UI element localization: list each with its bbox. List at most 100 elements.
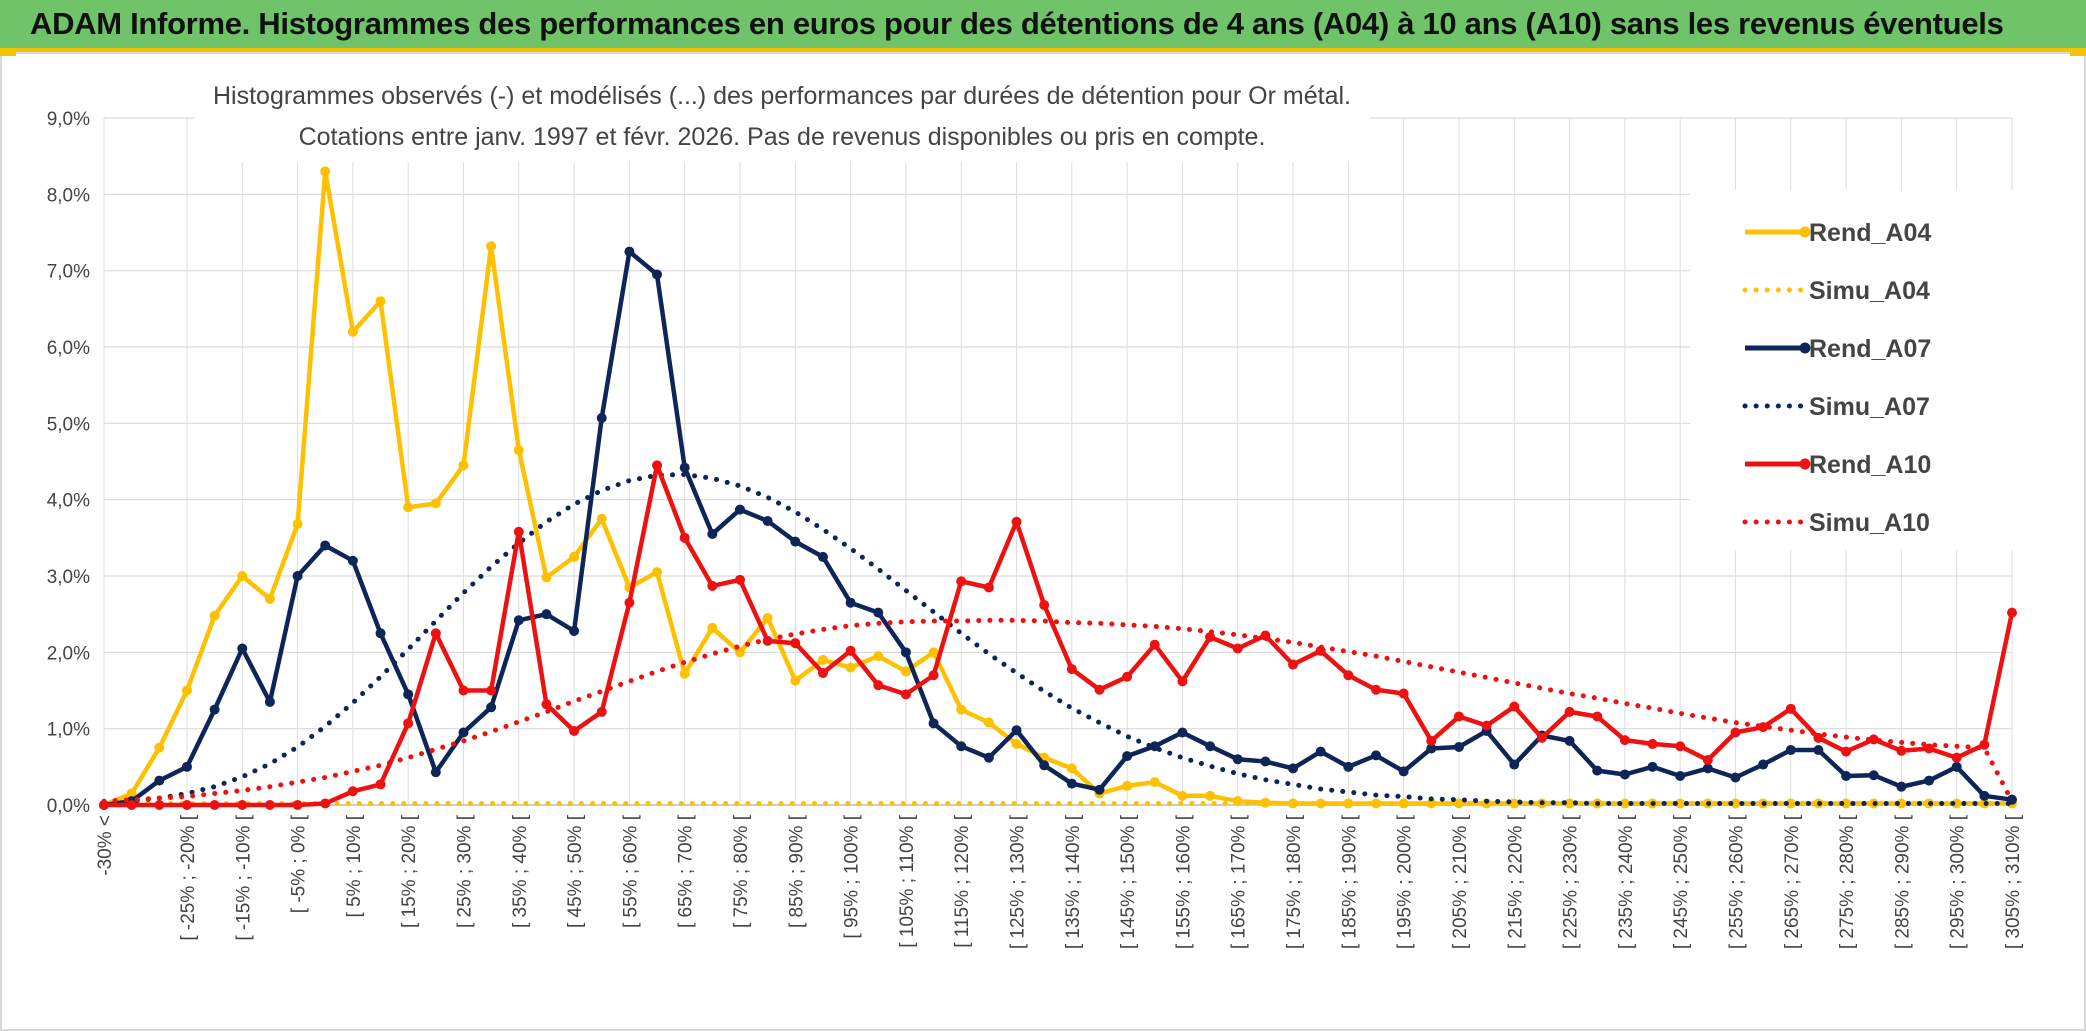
x-tick-label: [ 165% ; 170% [ — [1229, 814, 1250, 949]
data-point-rend-a04 — [735, 647, 745, 658]
y-tick-label: 5,0% — [47, 414, 90, 435]
data-point-rend-a07 — [817, 551, 828, 562]
data-point-rend-a07 — [679, 462, 690, 473]
data-point-rend-a10 — [403, 718, 414, 729]
series-line-rend-a04 — [103, 169, 2012, 808]
y-tick-label: 9,0% — [47, 109, 90, 130]
x-tick-label: [ -5% ; 0% [ — [289, 814, 310, 913]
data-point-rend-a07 — [1979, 790, 1990, 801]
x-tick-label: [ 205% ; 210% [ — [1450, 814, 1471, 949]
data-point-rend-a07 — [1315, 746, 1326, 757]
data-point-rend-a04 — [264, 593, 275, 604]
series-group — [99, 166, 2017, 810]
data-point-rend-a10 — [209, 800, 220, 810]
data-point-rend-a10 — [1453, 711, 1464, 722]
series-line-rend-a10 — [104, 463, 2015, 808]
x-tick-label: [ 65% ; 70% [ — [676, 814, 697, 928]
data-point-rend-a10 — [486, 685, 497, 696]
x-tick-label: [ 285% ; 290% [ — [1892, 814, 1913, 949]
data-point-rend-a07 — [1730, 772, 1741, 783]
data-point-rend-a07 — [1011, 725, 1022, 736]
data-point-rend-a07 — [790, 536, 801, 547]
data-point-rend-a10 — [679, 532, 690, 543]
data-point-rend-a07 — [403, 689, 414, 700]
data-point-rend-a04 — [707, 622, 718, 633]
data-point-rend-a07 — [1675, 770, 1686, 781]
data-point-rend-a10 — [513, 526, 524, 537]
page-title: ADAM Informe. Histogrammes des performan… — [30, 6, 2004, 41]
data-point-rend-a07 — [1371, 750, 1381, 761]
data-point-rend-a10 — [1813, 732, 1824, 743]
x-tick-label: [ 125% ; 130% [ — [1008, 814, 1029, 949]
data-point-rend-a10 — [1951, 752, 1962, 763]
legend-label-simu-a07: Simu_A07 — [1809, 393, 1930, 421]
data-point-rend-a07 — [1426, 743, 1437, 754]
y-tick-label: 6,0% — [47, 338, 90, 359]
data-point-rend-a07 — [347, 555, 358, 566]
data-point-rend-a10 — [1730, 727, 1741, 738]
data-point-rend-a07 — [624, 246, 635, 257]
data-point-rend-a04 — [569, 551, 580, 562]
data-point-rend-a07 — [1896, 781, 1907, 792]
data-point-rend-a07 — [652, 269, 663, 280]
data-point-rend-a10 — [1564, 706, 1575, 717]
series-line-rend-a07 — [103, 249, 2013, 808]
y-tick-label: 7,0% — [47, 262, 90, 283]
data-point-rend-a10 — [624, 597, 635, 608]
data-point-rend-a04 — [1177, 790, 1188, 801]
data-point-rend-a07 — [928, 718, 939, 729]
data-point-rend-a07 — [707, 529, 718, 540]
data-point-rend-a10 — [1094, 684, 1105, 695]
data-point-rend-a10 — [707, 580, 718, 591]
data-point-rend-a07 — [320, 540, 331, 551]
data-point-rend-a07 — [1066, 778, 1077, 789]
data-point-rend-a04 — [237, 571, 248, 581]
data-point-rend-a04 — [817, 654, 828, 665]
data-point-rend-a10 — [1481, 720, 1492, 731]
x-tick-label: [ 75% ; 80% [ — [731, 814, 752, 928]
data-point-rend-a07 — [983, 752, 994, 763]
data-point-rend-a07 — [1702, 763, 1713, 774]
data-point-rend-a04 — [1149, 777, 1160, 788]
data-point-rend-a10 — [1011, 516, 1022, 527]
data-point-rend-a07 — [900, 647, 911, 658]
x-tick-label: [ 135% ; 140% [ — [1063, 814, 1084, 949]
data-point-rend-a04 — [956, 704, 967, 715]
data-point-rend-a07 — [237, 643, 248, 654]
y-tick-label: 1,0% — [47, 720, 90, 741]
data-point-rend-a10 — [237, 800, 248, 810]
data-point-rend-a10 — [652, 460, 663, 471]
data-point-rend-a04 — [1122, 780, 1133, 791]
data-point-rend-a07 — [1785, 745, 1796, 756]
data-point-rend-a07 — [430, 767, 441, 778]
data-point-rend-a07 — [1177, 727, 1188, 738]
x-tick-label: [ 255% ; 260% [ — [1726, 814, 1747, 949]
series-line-simu-a07 — [101, 471, 2015, 806]
data-point-rend-a07 — [596, 412, 607, 423]
data-point-rend-a07 — [735, 504, 745, 515]
data-point-rend-a10 — [983, 582, 994, 593]
x-tick-label: [ 295% ; 300% [ — [1948, 814, 1969, 949]
data-point-rend-a10 — [2007, 607, 2017, 618]
data-point-rend-a07 — [1813, 745, 1824, 756]
data-point-rend-a10 — [1149, 639, 1160, 650]
legend-marker-rend-a10 — [1799, 458, 1811, 470]
data-point-rend-a04 — [126, 788, 137, 799]
data-point-rend-a04 — [347, 326, 358, 337]
data-point-rend-a10 — [1702, 754, 1713, 765]
data-point-rend-a04 — [762, 612, 773, 623]
x-tick-label: [ 25% ; 30% [ — [454, 814, 475, 928]
x-tick-label: [ 265% ; 270% [ — [1782, 814, 1803, 949]
data-point-rend-a07 — [1951, 761, 1962, 772]
chart-subtitle-line-2: Cotations entre janv. 1997 et févr. 2026… — [299, 123, 1266, 151]
data-point-rend-a10 — [264, 800, 275, 810]
data-point-rend-a07 — [209, 704, 220, 715]
legend-label-rend-a04: Rend_A04 — [1809, 219, 1931, 247]
data-point-rend-a10 — [900, 689, 911, 700]
data-point-rend-a07 — [873, 607, 884, 618]
data-point-rend-a10 — [126, 800, 137, 810]
data-point-rend-a04 — [541, 572, 552, 583]
data-point-rend-a04 — [292, 519, 303, 530]
x-tick-label: [ 195% ; 200% [ — [1395, 814, 1416, 949]
corner-accent-left — [0, 52, 16, 56]
